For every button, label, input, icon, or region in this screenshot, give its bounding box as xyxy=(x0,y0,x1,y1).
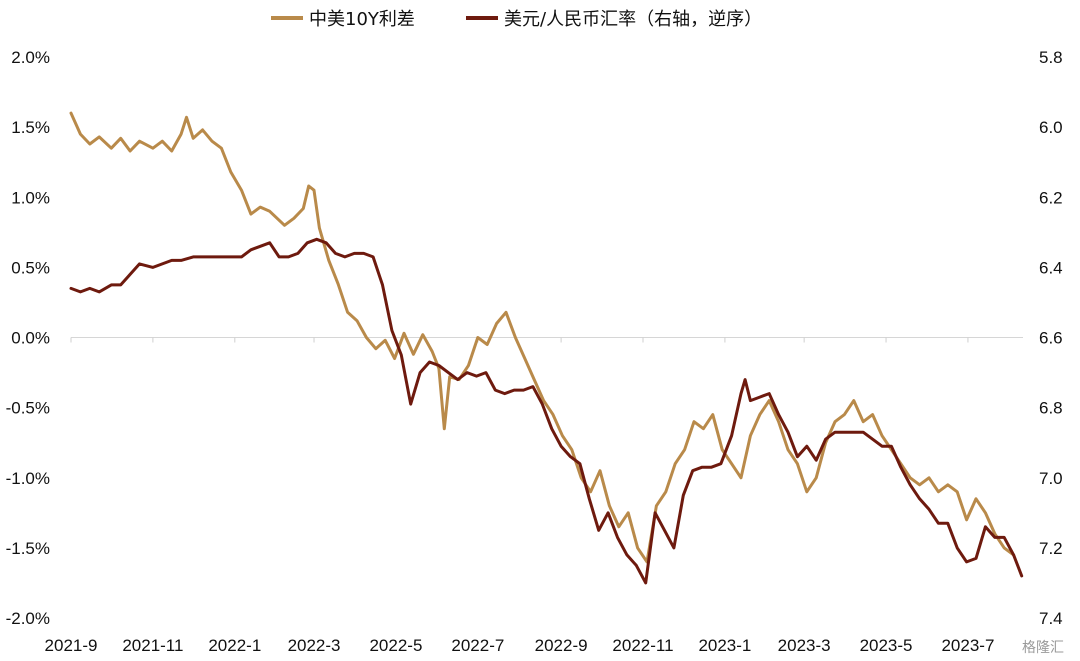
x-tick-label: 2023-7 xyxy=(941,636,994,655)
y-right-tick-label: 7.4 xyxy=(1039,609,1063,628)
y-right-tick-label: 6.0 xyxy=(1039,118,1063,137)
y-left-tick-label: -1.0% xyxy=(6,469,50,488)
y-left-tick-label: 0.0% xyxy=(11,329,50,348)
x-tick-label: 2021-11 xyxy=(122,636,183,655)
y-right-tick-label: 5.8 xyxy=(1039,48,1063,67)
y-right-tick-label: 6.8 xyxy=(1039,399,1063,418)
legend: 中美10Y利差 美元/人民币汇率（右轴，逆序） xyxy=(271,9,762,30)
x-tick-label: 2022-3 xyxy=(288,636,341,655)
x-tick-label: 2022-1 xyxy=(208,636,261,655)
left-axis: 2.0% 1.5% 1.0% 0.5% 0.0% -0.5% -1.0% -1.5% -2.0% xyxy=(6,48,50,628)
series-layer xyxy=(69,111,1024,585)
x-tick-label: 2022-11 xyxy=(612,636,673,655)
x-tick-label: 2023-5 xyxy=(860,636,913,655)
y-left-tick-label: 2.0% xyxy=(11,48,50,67)
x-tick-label: 2023-3 xyxy=(778,636,831,655)
series-line-spread xyxy=(69,111,1016,564)
y-left-tick-label: 1.0% xyxy=(11,188,50,207)
x-axis-tick-marks xyxy=(70,337,969,343)
y-left-tick-label: 0.5% xyxy=(11,258,50,277)
y-left-tick-label: -1.5% xyxy=(6,539,50,558)
x-axis: 2021-9 2021-11 2022-1 2022-3 2022-5 2022-7 202… xyxy=(45,636,995,655)
right-axis: 5.8 6.0 6.2 6.4 6.6 6.8 7.0 7.2 7.4 xyxy=(1039,48,1063,628)
x-tick-label: 2021-9 xyxy=(45,636,98,655)
y-right-tick-label: 6.4 xyxy=(1039,258,1063,277)
y-left-tick-label: -0.5% xyxy=(6,399,50,418)
x-tick-label: 2022-9 xyxy=(535,636,588,655)
y-right-tick-label: 6.6 xyxy=(1039,329,1063,348)
x-tick-label: 2022-5 xyxy=(369,636,422,655)
x-tick-label: 2022-7 xyxy=(451,636,504,655)
series-line-fx xyxy=(69,237,1024,585)
y-right-tick-label: 7.0 xyxy=(1039,469,1063,488)
y-left-tick-label: 1.5% xyxy=(11,118,50,137)
y-left-tick-label: -2.0% xyxy=(6,609,50,628)
x-tick-label: 2023-1 xyxy=(698,636,751,655)
legend-label-spread: 中美10Y利差 xyxy=(309,9,415,30)
watermark: 格隆汇 xyxy=(1022,640,1064,656)
y-right-tick-label: 7.2 xyxy=(1039,539,1063,558)
legend-label-fx: 美元/人民币汇率（右轴，逆序） xyxy=(504,9,762,30)
y-right-tick-label: 6.2 xyxy=(1039,188,1063,207)
